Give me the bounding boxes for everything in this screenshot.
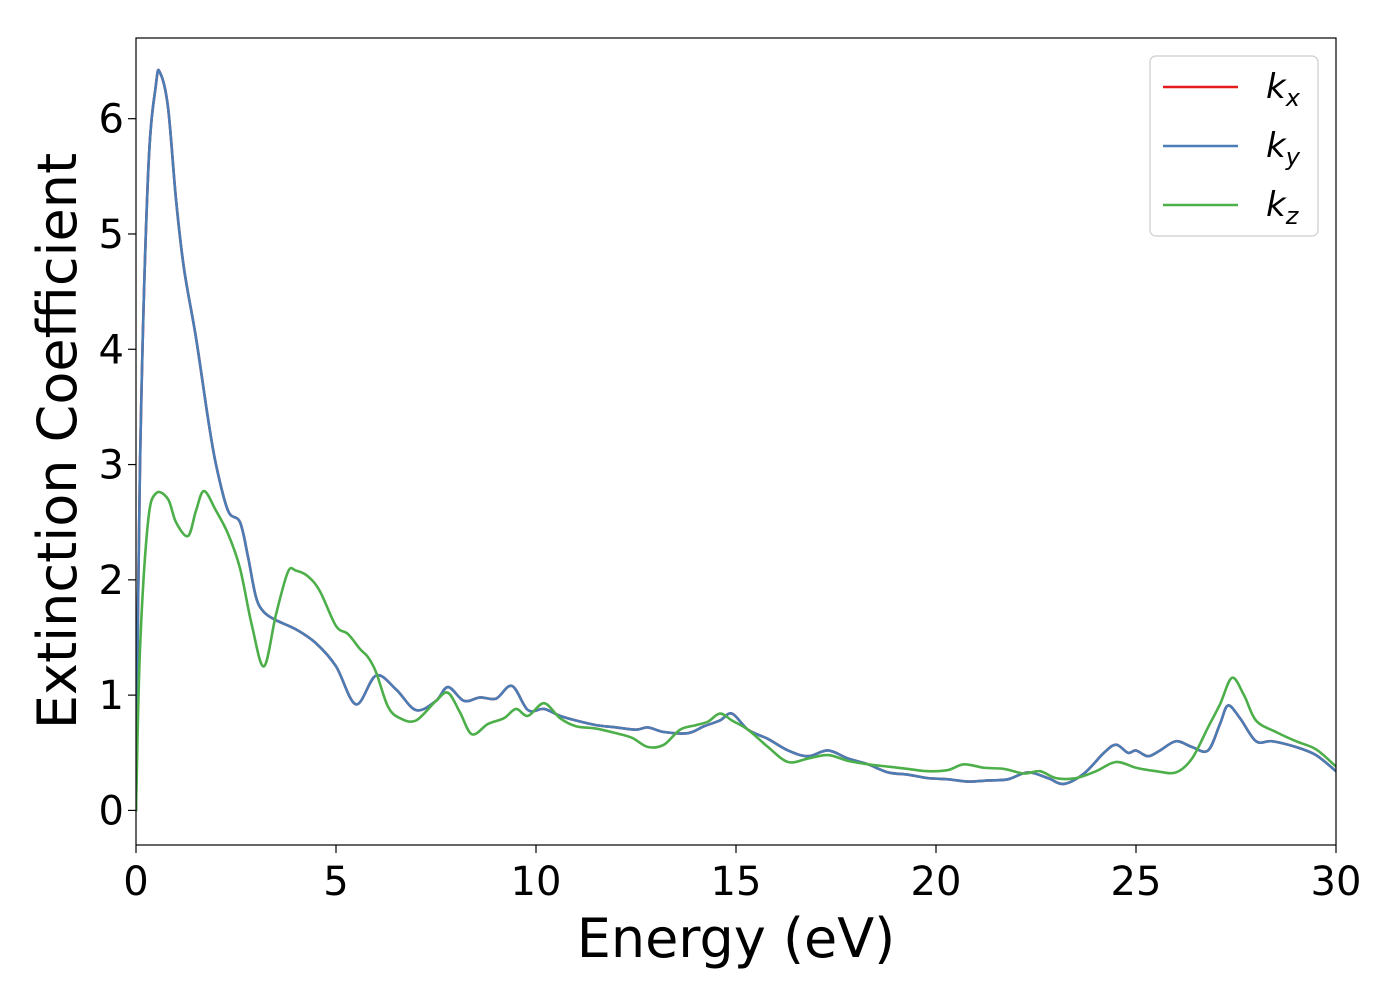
x-axis: 0 5 10 15 20 25 30 bbox=[123, 845, 1361, 905]
x-tick-label: 5 bbox=[323, 859, 348, 905]
series-layer bbox=[136, 68, 1336, 812]
x-tick-label: 30 bbox=[1311, 859, 1362, 905]
x-tick-label: 25 bbox=[1111, 859, 1162, 905]
y-tick-label: 6 bbox=[99, 97, 124, 143]
legend-label-subscript: x bbox=[1285, 84, 1301, 112]
x-axis-label: Energy (eV) bbox=[577, 907, 896, 970]
legend-label-main: k bbox=[1266, 67, 1287, 107]
x-tick-label: 20 bbox=[911, 859, 962, 905]
y-tick-label: 1 bbox=[99, 673, 124, 719]
x-tick-label: 0 bbox=[123, 859, 148, 905]
y-axis-label: Extinction Coefficient bbox=[26, 153, 89, 729]
series-line-ky bbox=[136, 68, 1336, 812]
legend-label-main: k bbox=[1266, 126, 1287, 166]
y-tick-label: 2 bbox=[99, 558, 124, 604]
x-tick-label: 15 bbox=[711, 859, 762, 905]
y-tick-label: 5 bbox=[99, 212, 124, 258]
legend-label-kz: kz bbox=[1266, 185, 1300, 230]
legend-label-kx: kx bbox=[1266, 67, 1301, 112]
legend-label-subscript: y bbox=[1285, 143, 1301, 171]
legend-label-main: k bbox=[1266, 185, 1287, 225]
y-tick-label: 4 bbox=[99, 327, 124, 373]
y-tick-label: 0 bbox=[99, 788, 124, 834]
series-line-kz bbox=[136, 489, 1336, 812]
legend-label-subscript: z bbox=[1285, 202, 1300, 230]
y-tick-label: 3 bbox=[99, 443, 124, 489]
x-tick-label: 10 bbox=[511, 859, 562, 905]
legend-label-ky: ky bbox=[1266, 126, 1301, 171]
y-axis: 0 1 2 3 4 5 6 bbox=[99, 97, 136, 834]
